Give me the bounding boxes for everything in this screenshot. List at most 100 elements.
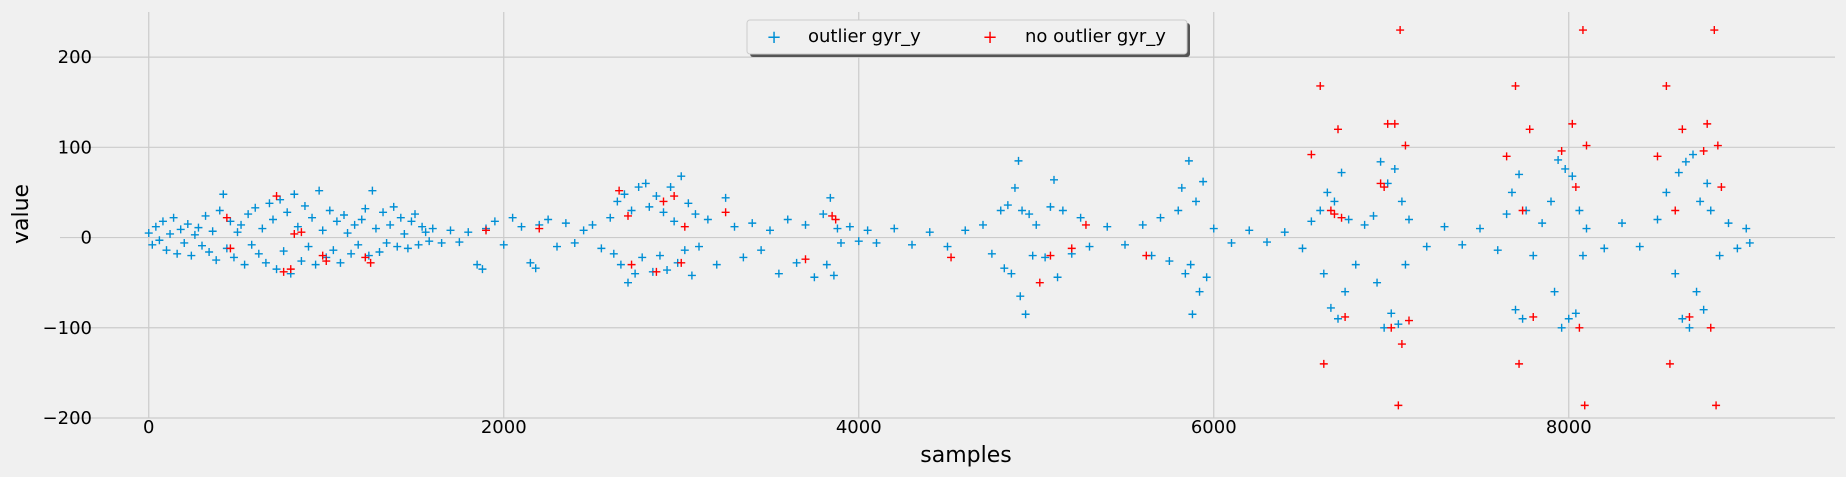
data-point xyxy=(357,215,366,224)
data-point xyxy=(828,211,837,220)
legend-marker-no-outlier: + xyxy=(982,27,997,48)
data-point xyxy=(588,220,597,229)
data-point xyxy=(1021,310,1030,319)
data-point xyxy=(624,278,632,287)
data-point xyxy=(247,240,256,249)
x-tick-label: 8000 xyxy=(1546,417,1592,438)
data-point xyxy=(336,258,345,267)
series-layer xyxy=(144,26,1754,410)
data-point xyxy=(1635,242,1644,251)
data-point xyxy=(1564,314,1573,323)
data-point xyxy=(1360,220,1369,229)
data-point xyxy=(421,228,430,237)
data-point xyxy=(1685,323,1694,332)
data-point xyxy=(872,238,881,247)
data-point xyxy=(1529,312,1538,321)
data-point xyxy=(609,249,618,258)
y-tick-label: −200 xyxy=(43,408,92,429)
data-point xyxy=(1511,81,1520,90)
data-point xyxy=(1578,26,1587,35)
data-point xyxy=(508,213,517,222)
data-point xyxy=(655,251,664,260)
data-point xyxy=(478,265,487,274)
data-point xyxy=(801,220,810,229)
data-point xyxy=(1571,309,1580,318)
data-point xyxy=(822,260,831,269)
data-point xyxy=(1081,220,1090,229)
data-point xyxy=(1580,401,1589,410)
data-point xyxy=(176,225,185,234)
data-point xyxy=(1525,125,1534,134)
data-point xyxy=(293,222,302,231)
data-point xyxy=(829,271,838,280)
data-point xyxy=(1733,244,1742,253)
data-point xyxy=(269,215,277,224)
data-point xyxy=(1380,183,1389,192)
data-point xyxy=(1326,303,1335,312)
data-point xyxy=(837,238,845,247)
data-point xyxy=(1046,202,1055,211)
data-point xyxy=(386,220,395,229)
data-point xyxy=(318,226,327,235)
data-point xyxy=(659,208,668,217)
data-point xyxy=(411,210,419,219)
legend: + outlier gyr_y + no outlier gyr_y xyxy=(746,19,1190,57)
data-point xyxy=(1568,119,1577,128)
data-point xyxy=(1706,206,1715,215)
data-point xyxy=(229,253,238,262)
data-point xyxy=(1401,141,1410,150)
data-point xyxy=(1724,219,1733,228)
data-point xyxy=(144,229,153,238)
x-axis-label: samples xyxy=(920,443,1011,468)
data-point xyxy=(473,260,482,269)
legend-marker-outlier: + xyxy=(766,27,781,48)
data-point xyxy=(329,246,338,255)
data-point xyxy=(670,192,679,201)
data-point xyxy=(1177,183,1186,192)
x-tick-label: 4000 xyxy=(836,417,882,438)
data-point xyxy=(1380,323,1389,332)
y-tick-label: 100 xyxy=(58,137,92,158)
data-point xyxy=(1717,183,1726,192)
data-point xyxy=(272,265,281,274)
data-point xyxy=(1263,238,1271,247)
data-point xyxy=(730,222,739,231)
data-point xyxy=(641,179,650,188)
data-point xyxy=(407,217,416,226)
data-point xyxy=(308,213,317,222)
data-point xyxy=(792,258,801,267)
data-point xyxy=(1678,314,1687,323)
data-point xyxy=(1476,224,1484,233)
data-point xyxy=(368,186,377,195)
data-point xyxy=(652,192,661,201)
data-point xyxy=(908,240,916,249)
data-point xyxy=(162,246,171,255)
data-point xyxy=(347,249,356,258)
data-point xyxy=(1458,240,1467,249)
data-point xyxy=(1681,157,1690,166)
data-point xyxy=(1007,269,1016,278)
data-point xyxy=(712,260,721,269)
data-point xyxy=(1103,222,1112,231)
data-point xyxy=(258,224,267,233)
data-point xyxy=(1280,228,1289,237)
data-point xyxy=(297,257,306,266)
data-point xyxy=(187,251,196,260)
data-point xyxy=(1067,244,1076,253)
data-point xyxy=(1678,125,1687,134)
data-point xyxy=(1706,323,1715,332)
legend-label-no-outlier: no outlier gyr_y xyxy=(1025,26,1166,47)
data-point xyxy=(240,260,249,269)
data-point xyxy=(183,220,192,229)
data-point xyxy=(1493,246,1502,255)
data-point xyxy=(721,193,730,202)
data-point xyxy=(393,242,402,251)
data-point xyxy=(279,247,288,256)
legend-box xyxy=(746,19,1188,55)
data-point xyxy=(364,251,373,260)
data-point xyxy=(382,238,391,247)
data-point xyxy=(428,224,437,233)
data-point xyxy=(1058,206,1067,215)
data-point xyxy=(1582,141,1591,150)
data-point xyxy=(226,217,235,226)
